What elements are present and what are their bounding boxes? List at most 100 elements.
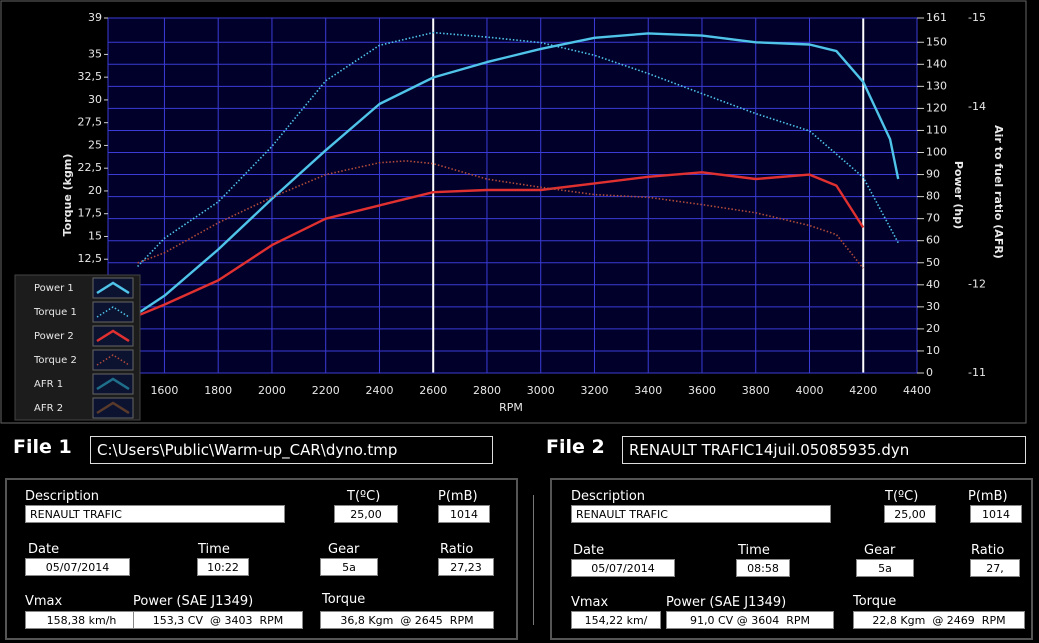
field-label: Vmax xyxy=(571,595,609,610)
field-label: Power (SAE J1349) xyxy=(133,594,254,609)
field-label: Torque xyxy=(853,594,897,609)
legend-label: Power 1 xyxy=(34,283,74,294)
x-tick-label: 2200 xyxy=(312,384,340,397)
y2-tick-label: 161 xyxy=(926,11,947,24)
x-tick-label: 2800 xyxy=(473,384,501,397)
plot-border xyxy=(107,17,918,374)
y2-tick-label: 20 xyxy=(926,322,940,335)
legend-swatch xyxy=(92,373,134,395)
field-value: 158,38 km/h xyxy=(25,611,138,629)
y-tick-label: 12,5 xyxy=(78,252,103,265)
chart: RPM Torque (kgm) Power (hp) Air to fuel … xyxy=(0,0,1027,424)
afr-tick-label: -12 xyxy=(968,277,986,290)
field-value: 91,0 CV @ 3604 RPM xyxy=(666,611,834,629)
x-tick-label: 4400 xyxy=(903,384,931,397)
field-label: Ratio xyxy=(971,543,1005,558)
x-tick-label: 2600 xyxy=(419,384,447,397)
field-value: 5a xyxy=(320,558,378,576)
x-axis-title: RPM xyxy=(499,401,523,414)
y2-tick-label: 60 xyxy=(926,234,940,247)
field-label: Date xyxy=(573,543,605,558)
y-tick-label: 15 xyxy=(88,229,102,242)
y-tick-label: 32,5 xyxy=(78,70,103,83)
y2-tick-label: 0 xyxy=(926,366,933,379)
legend-marker xyxy=(96,329,130,343)
y2-tick-label: 10 xyxy=(926,344,940,357)
y2-tick-label: 50 xyxy=(926,256,940,269)
panel-frame xyxy=(5,478,518,640)
field-label: Time xyxy=(738,543,770,558)
x-tick-label: 1800 xyxy=(204,384,232,397)
field-label: P(mB) xyxy=(968,489,1008,504)
y-tick-label: 39 xyxy=(88,11,102,24)
field-label: Description xyxy=(571,489,646,504)
x-tick-label: 3200 xyxy=(580,384,608,397)
y-tick-label: 22,5 xyxy=(78,161,103,174)
y2-tick-label: 100 xyxy=(926,146,947,159)
field-label: Power (SAE J1349) xyxy=(666,595,787,610)
field-value: 05/07/2014 xyxy=(25,558,130,576)
x-tick-label: 3000 xyxy=(527,384,555,397)
field-value: 27,23 xyxy=(438,558,494,576)
field-label: Description xyxy=(25,489,100,504)
legend-swatch xyxy=(92,397,134,419)
legend-marker xyxy=(96,354,130,366)
y-tick-label: 27,5 xyxy=(78,116,103,129)
y-tick-label: 35 xyxy=(88,47,102,60)
afr-tick-label: -14 xyxy=(968,100,986,113)
legend xyxy=(14,274,141,421)
y-tick-label: 30 xyxy=(88,93,102,106)
afr-tick-label: -11 xyxy=(968,366,986,379)
x-tick-label: 3800 xyxy=(742,384,770,397)
field-value: RENAULT TRAFIC xyxy=(25,505,285,523)
field-value: 22,8 Kgm @ 2469 RPM xyxy=(853,611,1025,629)
y-tick-label: 17,5 xyxy=(78,207,103,220)
field-label: P(mB) xyxy=(438,489,478,504)
y2-tick-label: 30 xyxy=(926,300,940,313)
legend-swatch xyxy=(92,349,134,371)
file-label: File 2 xyxy=(546,436,605,458)
legend-label: Power 2 xyxy=(34,331,74,342)
field-label: Torque xyxy=(322,592,366,607)
field-label: Vmax xyxy=(25,594,63,609)
field-value: 1014 xyxy=(970,505,1022,523)
divider xyxy=(533,495,534,625)
legend-marker xyxy=(96,377,130,391)
field-value: 154,22 km/ xyxy=(571,611,661,629)
field-label: Ratio xyxy=(440,542,474,557)
file-path: RENAULT TRAFIC14juil.05085935.dyn xyxy=(622,436,1026,464)
x-tick-label: 4200 xyxy=(849,384,877,397)
legend-label: AFR 2 xyxy=(34,403,63,414)
legend-swatch xyxy=(92,301,134,323)
file-path: C:\Users\Public\Warm-up_CAR\dyno.tmp xyxy=(90,436,493,464)
y2-tick-label: 110 xyxy=(926,123,947,136)
series-line xyxy=(137,171,865,317)
y2-tick-label: 150 xyxy=(926,35,947,48)
y2-tick-label: 70 xyxy=(926,212,940,225)
y-tick-label: 20 xyxy=(88,184,102,197)
series-line xyxy=(136,32,900,315)
field-label: Gear xyxy=(864,543,896,558)
legend-label: AFR 1 xyxy=(34,379,63,390)
field-value: 08:58 xyxy=(736,559,790,577)
field-label: Time xyxy=(198,542,230,557)
y2-tick-label: 130 xyxy=(926,79,947,92)
field-value: 25,00 xyxy=(884,505,936,523)
plot-area xyxy=(108,18,917,373)
field-value: 25,00 xyxy=(334,505,398,523)
legend-swatch xyxy=(92,277,134,299)
field-value: 36,8 Kgm @ 2645 RPM xyxy=(320,611,494,629)
series-line xyxy=(137,31,899,268)
legend-label: Torque 2 xyxy=(33,355,77,366)
legend-marker xyxy=(96,281,130,295)
series-line xyxy=(137,160,864,269)
field-value: 1014 xyxy=(438,505,490,523)
panel-frame xyxy=(550,478,1033,640)
file-label: File 1 xyxy=(13,436,72,458)
y2-axis-title: Power (hp) xyxy=(952,161,965,229)
y2-tick-label: 140 xyxy=(926,57,947,70)
x-tick-label: 2400 xyxy=(365,384,393,397)
x-tick-label: 1600 xyxy=(150,384,178,397)
y2-tick-label: 90 xyxy=(926,168,940,181)
